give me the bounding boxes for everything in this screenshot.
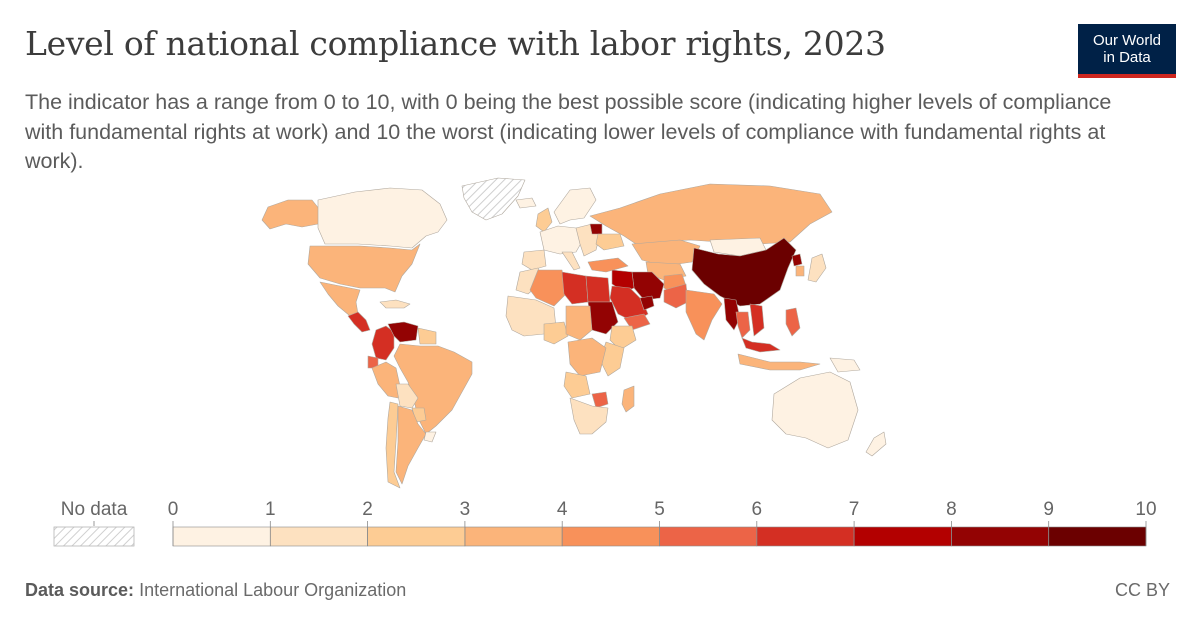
region-guianas[interactable]: [417, 327, 437, 345]
data-source: Data source: International Labour Organi…: [25, 580, 406, 601]
region-central-africa[interactable]: [565, 305, 593, 341]
legend-bin-3[interactable]: [464, 526, 563, 547]
legend-tick-label-8: 8: [946, 499, 957, 520]
region-china[interactable]: [691, 237, 797, 307]
region-north-korea[interactable]: [791, 253, 803, 267]
region-uruguay[interactable]: [423, 431, 437, 443]
region-new-zealand[interactable]: [865, 431, 887, 457]
legend-bin-6[interactable]: [756, 526, 855, 547]
legend-tick-label-0: 0: [168, 499, 179, 520]
region-madagascar[interactable]: [621, 385, 635, 413]
region-nigeria[interactable]: [543, 321, 569, 345]
region-egypt[interactable]: [585, 275, 611, 303]
region-png[interactable]: [829, 357, 861, 373]
data-source-label: Data source:: [25, 580, 135, 600]
legend-tick-label-9: 9: [1043, 499, 1054, 520]
region-ethiopia[interactable]: [609, 325, 637, 351]
region-zimbabwe[interactable]: [591, 391, 609, 409]
region-korea[interactable]: [795, 265, 805, 277]
region-uk[interactable]: [535, 207, 553, 233]
legend-tick-label-6: 6: [752, 499, 763, 520]
region-peru[interactable]: [371, 361, 401, 399]
data-source-text[interactable]: International Labour Organization: [139, 580, 407, 600]
region-colombia[interactable]: [371, 325, 395, 361]
region-central-america[interactable]: [347, 311, 371, 333]
world-map: [261, 177, 887, 489]
region-gulf[interactable]: [639, 295, 655, 311]
legend-tick-label-3: 3: [460, 499, 471, 520]
legend-bin-4[interactable]: [561, 526, 660, 547]
region-indonesia[interactable]: [737, 353, 821, 371]
region-italy[interactable]: [561, 251, 581, 271]
legend-bin-2[interactable]: [367, 526, 466, 547]
region-greenland[interactable]: [461, 177, 526, 221]
region-japan[interactable]: [807, 253, 827, 283]
region-russia[interactable]: [589, 183, 833, 245]
region-australia[interactable]: [771, 371, 859, 449]
region-canada[interactable]: [317, 187, 448, 249]
region-vietnam[interactable]: [749, 303, 765, 337]
region-west-europe[interactable]: [539, 225, 585, 255]
region-venezuela[interactable]: [387, 321, 419, 343]
legend-bin-7[interactable]: [853, 526, 952, 547]
region-scandinavia[interactable]: [553, 187, 597, 225]
license-link[interactable]: CC BY: [1114, 580, 1170, 600]
region-chile[interactable]: [385, 401, 401, 489]
legend-bin-9[interactable]: [1048, 526, 1147, 547]
region-angola[interactable]: [563, 371, 591, 399]
legend-tick-label-2: 2: [362, 499, 373, 520]
region-thailand[interactable]: [735, 311, 751, 339]
region-belarus[interactable]: [589, 223, 603, 235]
region-usa[interactable]: [307, 243, 421, 293]
legend-tick-label-4: 4: [557, 499, 568, 520]
region-bolivia[interactable]: [395, 383, 419, 409]
region-india[interactable]: [685, 289, 723, 341]
region-philippines[interactable]: [785, 307, 801, 337]
no-data-label: No data: [61, 499, 128, 520]
owid-logo[interactable]: Our World in Data: [1078, 24, 1176, 78]
color-legend: No data 0 1 2 3 4 5 6 7 8 9 10: [53, 499, 1157, 547]
legend-bin-1[interactable]: [269, 526, 368, 547]
region-southern-africa[interactable]: [569, 397, 609, 435]
region-iberia[interactable]: [521, 249, 547, 271]
chart-title: Level of national compliance with labor …: [25, 24, 886, 63]
region-algeria[interactable]: [529, 269, 567, 307]
legend-bin-8[interactable]: [951, 526, 1050, 547]
no-data-swatch: [53, 526, 135, 547]
region-caribbean[interactable]: [379, 299, 411, 309]
legend-tick-label-10: 10: [1135, 499, 1156, 520]
legend-tick-label-1: 1: [265, 499, 276, 520]
region-brazil[interactable]: [393, 343, 473, 435]
region-kazakhstan[interactable]: [631, 239, 701, 267]
legend-tick-label-7: 7: [849, 499, 860, 520]
legend-bin-0[interactable]: [172, 526, 271, 547]
region-myanmar[interactable]: [723, 297, 741, 331]
logo-line-1: Our World: [1092, 32, 1162, 49]
region-malaysia[interactable]: [741, 337, 781, 353]
region-turkey[interactable]: [587, 257, 629, 273]
region-drc[interactable]: [567, 337, 607, 377]
region-alaska[interactable]: [261, 199, 321, 230]
logo-line-2: in Data: [1103, 49, 1151, 66]
region-iceland[interactable]: [515, 197, 537, 209]
region-libya[interactable]: [561, 271, 589, 305]
region-ukraine[interactable]: [595, 233, 625, 251]
legend-bin-5[interactable]: [659, 526, 758, 547]
chart-subtitle: The indicator has a range from 0 to 10, …: [25, 90, 1112, 173]
legend-tick-label-5: 5: [654, 499, 665, 520]
region-pakistan[interactable]: [663, 283, 689, 309]
region-argentina[interactable]: [395, 405, 427, 485]
